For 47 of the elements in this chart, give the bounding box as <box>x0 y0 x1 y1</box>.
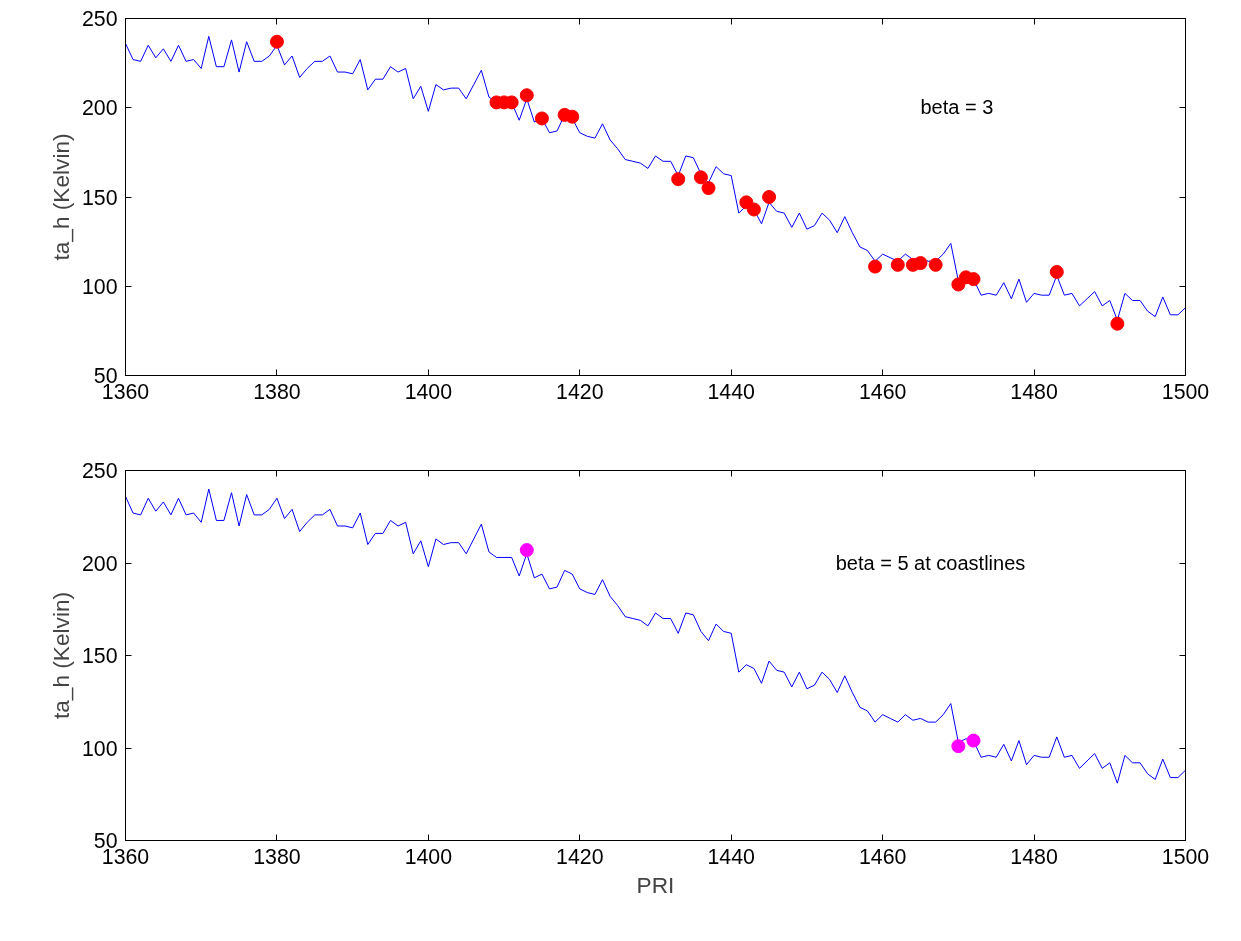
y-tick-label: 200 <box>81 96 118 121</box>
y-tick-label: 200 <box>81 551 118 576</box>
y-tick-label: 100 <box>81 736 118 761</box>
point <box>928 257 943 272</box>
y-axis-title: ta_h (Kelvin) <box>47 591 74 720</box>
x-tick-label: 1440 <box>707 379 756 404</box>
x-tick-label: 1440 <box>707 844 756 869</box>
point <box>913 256 928 271</box>
x-tick-label: 1380 <box>253 844 301 869</box>
x-tick-label: 1400 <box>404 844 453 869</box>
x-tick-label: 1460 <box>858 379 907 404</box>
point <box>1049 264 1064 279</box>
x-tick-label: 1400 <box>404 379 453 404</box>
x-tick-label: 1420 <box>556 379 604 404</box>
point <box>890 257 905 272</box>
x-tick-label: 1480 <box>1010 844 1058 869</box>
annotation: beta = 3 <box>920 96 994 119</box>
x-tick-label: 1500 <box>1161 844 1210 869</box>
x-axis-title: PRI <box>636 871 675 898</box>
y-tick-label: 100 <box>81 274 118 299</box>
point <box>701 181 716 196</box>
point <box>1110 316 1125 331</box>
y-tick-label: 150 <box>81 185 118 210</box>
point <box>519 88 534 103</box>
x-tick-label: 1480 <box>1010 379 1058 404</box>
point <box>269 34 284 49</box>
point <box>951 739 966 754</box>
y-axis-title: ta_h (Kelvin) <box>47 133 74 261</box>
x-tick-label: 1420 <box>556 844 604 869</box>
point <box>565 109 580 124</box>
point <box>534 111 549 126</box>
point <box>746 202 761 217</box>
point <box>762 190 777 204</box>
line-series <box>125 488 1186 784</box>
y-tick-label: 250 <box>81 459 118 483</box>
y-tick-label: 150 <box>81 644 118 668</box>
y-tick-label: 250 <box>81 7 118 31</box>
annotation: beta = 5 at coastlines <box>835 552 1026 575</box>
x-tick-label: 1380 <box>253 379 301 404</box>
x-tick-label: 1500 <box>1161 379 1210 404</box>
point <box>966 272 981 287</box>
point <box>868 259 883 274</box>
x-tick-label: 1460 <box>858 844 907 869</box>
point <box>693 170 708 185</box>
point <box>966 733 981 748</box>
point <box>671 172 686 187</box>
point <box>519 543 534 558</box>
